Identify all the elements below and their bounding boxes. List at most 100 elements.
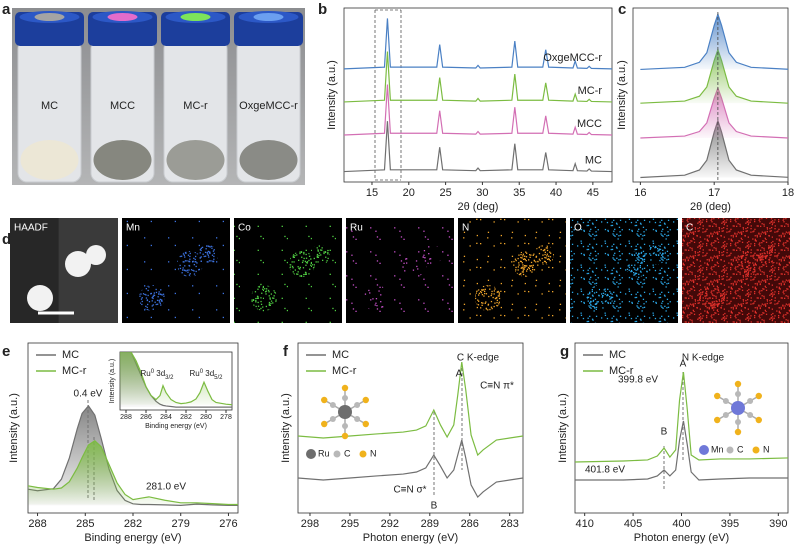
x-tick-label: 289	[421, 518, 439, 530]
panel-label: e	[2, 343, 10, 360]
area	[640, 120, 788, 178]
x-tick-label: 288	[120, 414, 132, 421]
x-tick-label: 17	[708, 187, 720, 199]
particle	[625, 251, 651, 277]
legend-label: MC	[332, 349, 349, 361]
annotation-part: 5/2	[214, 375, 223, 381]
x-tick-label: 282	[124, 518, 142, 530]
x-tick-label: 295	[341, 518, 359, 530]
x-tick-label: 284	[160, 414, 172, 421]
line	[575, 371, 788, 463]
line	[28, 439, 238, 506]
series-label: OxgeMCC-r	[543, 52, 602, 64]
atom-c	[329, 416, 336, 422]
line	[344, 18, 612, 70]
map-label: N	[462, 223, 469, 234]
atom-c	[342, 423, 348, 429]
particle	[198, 245, 218, 265]
particle	[251, 285, 277, 311]
atom-c	[735, 391, 741, 397]
x-tick-label: 35	[513, 187, 525, 199]
annotation-part: 3d	[154, 369, 165, 378]
sample-label: MCC	[110, 100, 135, 112]
x-tick-label: 15	[366, 187, 378, 199]
particle	[699, 285, 725, 311]
panel-label: g	[560, 343, 569, 360]
x-tick-label: 286	[140, 414, 152, 421]
annotation-part: 0	[200, 369, 204, 375]
x-tick-label: 292	[381, 518, 399, 530]
panel-label: b	[318, 1, 327, 18]
x-axis-label: 2θ (deg)	[690, 201, 731, 213]
line	[344, 121, 612, 173]
powder	[239, 140, 298, 180]
powder	[20, 140, 79, 180]
atom-c	[354, 402, 361, 408]
sample-label: OxgeMCC-r	[239, 100, 298, 112]
particle	[513, 251, 539, 277]
annotation-part: Ru	[140, 369, 150, 378]
annotation: C≡N π*	[480, 381, 514, 392]
map-noise	[682, 218, 790, 323]
x-tick-label: 20	[403, 187, 415, 199]
plot-frame	[343, 7, 613, 183]
x-tick-label: 280	[200, 414, 212, 421]
x-tick-label: 45	[587, 187, 599, 199]
area	[640, 88, 788, 138]
legend-atom	[306, 449, 316, 459]
panel-label: f	[283, 343, 289, 360]
line	[344, 84, 612, 136]
legend-label: N	[763, 444, 770, 454]
chart: 298 295 292 289 286 283 Photon energy (eV) Inte…	[280, 342, 524, 544]
atom-c	[722, 412, 729, 418]
cap-disc	[34, 13, 65, 21]
legend-label: MC-r	[62, 365, 87, 377]
map-label: O	[574, 223, 582, 234]
map-noise	[458, 218, 566, 323]
legend-label: MC-r	[332, 365, 357, 377]
annotation: A	[456, 369, 463, 380]
map-label: HAADF	[14, 223, 48, 234]
line	[298, 439, 523, 498]
x-tick-label: 298	[301, 518, 319, 530]
particle	[289, 251, 315, 277]
annotation: A	[680, 359, 687, 370]
atom-c	[329, 402, 336, 408]
x-axis-label: Binding energy (eV)	[145, 423, 207, 430]
plot-frame	[297, 342, 524, 514]
y-axis-label: Intensity (a.u.)	[326, 60, 338, 130]
atom-metal	[338, 405, 352, 419]
legend-atom	[726, 446, 734, 454]
legend-atom	[699, 445, 709, 455]
atom-n	[755, 416, 762, 424]
powder	[166, 140, 225, 180]
x-axis-label: 2θ (deg)	[458, 201, 499, 213]
x-tick-label: 282	[180, 414, 192, 421]
atom-n	[734, 380, 742, 388]
particle	[534, 245, 554, 265]
y-axis-label: Intensity (a.u.)	[557, 393, 569, 463]
chart: 16 17 18 2θ (deg) Intensity (a.u.)	[616, 7, 794, 213]
particle	[401, 251, 427, 277]
annotation: C K-edge	[457, 353, 500, 364]
legend-atom	[752, 446, 760, 454]
annotation: Ru0 3d3/2	[140, 369, 174, 381]
atom-c	[354, 416, 361, 422]
annotation: 281.0 eV	[146, 482, 186, 493]
atom-n	[714, 392, 721, 400]
annotation: N K-edge	[682, 353, 725, 364]
legend-label: Ru	[318, 448, 330, 458]
chart: 410 405 400 395 390 Photon energy (eV) Intensi…	[557, 342, 789, 544]
sample-label: MC-r	[183, 100, 208, 112]
legend-label: MC	[62, 349, 79, 361]
atom-c	[342, 395, 348, 401]
powder	[93, 140, 152, 180]
atom-n	[362, 420, 369, 428]
atom-c	[735, 419, 741, 425]
atom-n	[362, 396, 369, 404]
particle	[363, 285, 389, 311]
annotation: 399.8 eV	[618, 375, 658, 386]
particle	[65, 251, 91, 277]
map-label: Ru	[350, 223, 363, 234]
atom-n	[341, 432, 349, 440]
